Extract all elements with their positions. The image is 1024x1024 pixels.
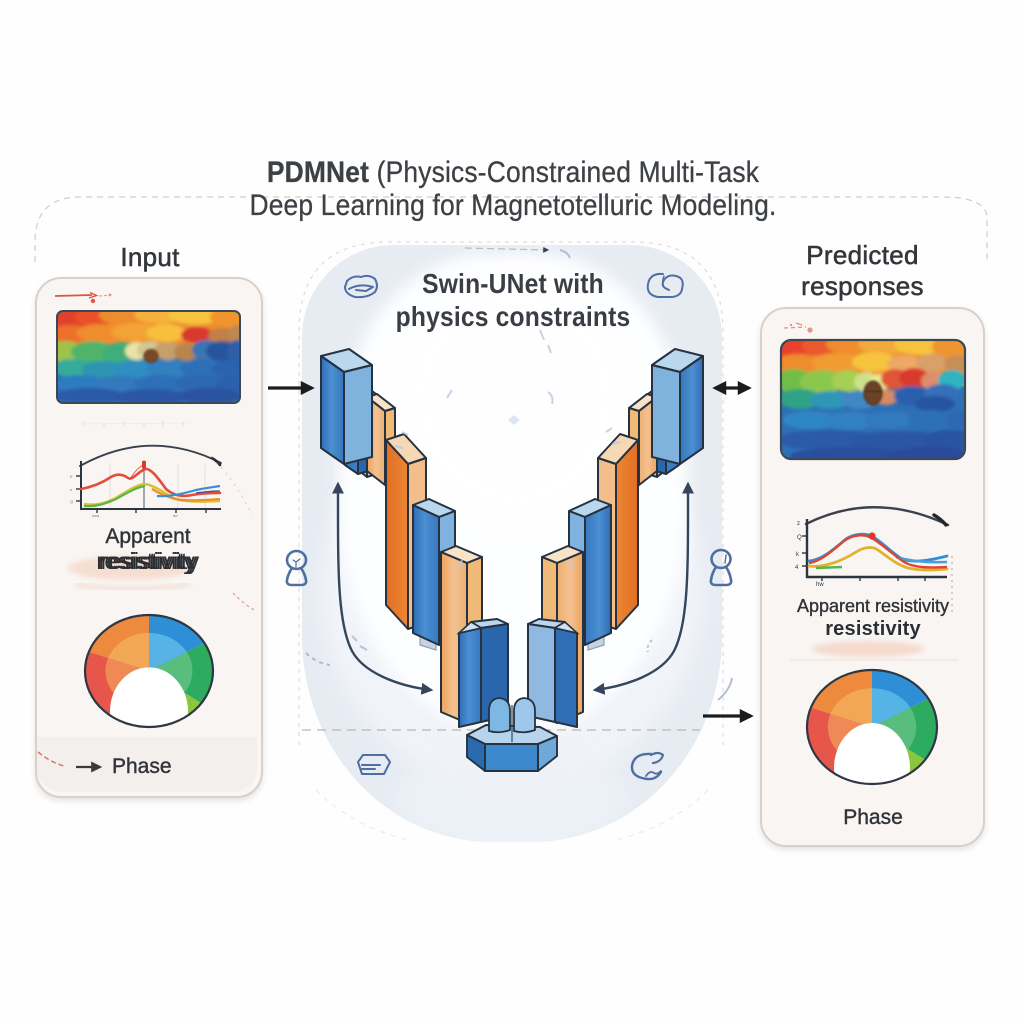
svg-text:kwa: kwa bbox=[92, 513, 100, 518]
svg-text:k: k bbox=[70, 487, 72, 492]
svg-text:k: k bbox=[796, 552, 800, 558]
svg-text:hw: hw bbox=[816, 582, 824, 588]
svg-text:ad: ad bbox=[173, 513, 177, 518]
svg-text:Q: Q bbox=[797, 535, 802, 541]
svg-text:Q: Q bbox=[70, 499, 73, 504]
svg-text:z: z bbox=[797, 521, 800, 527]
svg-text:E: E bbox=[70, 474, 73, 479]
svg-text:4: 4 bbox=[795, 565, 799, 571]
